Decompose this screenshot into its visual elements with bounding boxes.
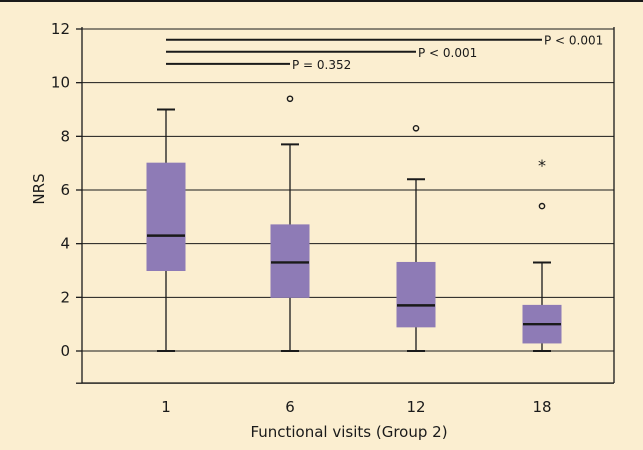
outlier-point (412, 124, 420, 132)
box-series: * (146, 95, 562, 352)
y-tick-label: 0 (60, 342, 70, 360)
box-group (270, 95, 310, 352)
comparison-label: P < 0.001 (544, 34, 603, 48)
y-axis-title: NRS (30, 173, 48, 204)
box-group (396, 124, 436, 352)
significance-brackets: P = 0.352 P < 0.001 P < 0.001 (166, 34, 603, 72)
comparison-label: P < 0.001 (418, 46, 477, 60)
x-axis-title: Functional visits (Group 2) (250, 423, 447, 441)
outlier-point (538, 202, 546, 210)
y-tick-label: 2 (60, 288, 70, 306)
y-tick-label: 4 (60, 235, 70, 253)
y-tick-label: 12 (51, 20, 70, 38)
y-tick-label: 6 (60, 181, 70, 199)
x-tick-label: 1 (161, 398, 171, 416)
extreme-point: * (538, 156, 546, 175)
x-tick-label: 12 (406, 398, 425, 416)
iqr-box (146, 162, 186, 272)
iqr-box (270, 224, 310, 298)
box-group (146, 108, 186, 352)
iqr-box (396, 261, 436, 328)
comparison-label: P = 0.352 (292, 58, 351, 72)
x-tick-label: 6 (285, 398, 295, 416)
outlier-point (286, 95, 294, 103)
axes: 0 2 4 6 8 10 12 1 6 12 18 (51, 20, 615, 416)
x-tick-label: 18 (532, 398, 551, 416)
box-group: * (522, 156, 562, 352)
y-tick-label: 8 (60, 127, 70, 145)
y-tick-label: 10 (51, 74, 70, 92)
